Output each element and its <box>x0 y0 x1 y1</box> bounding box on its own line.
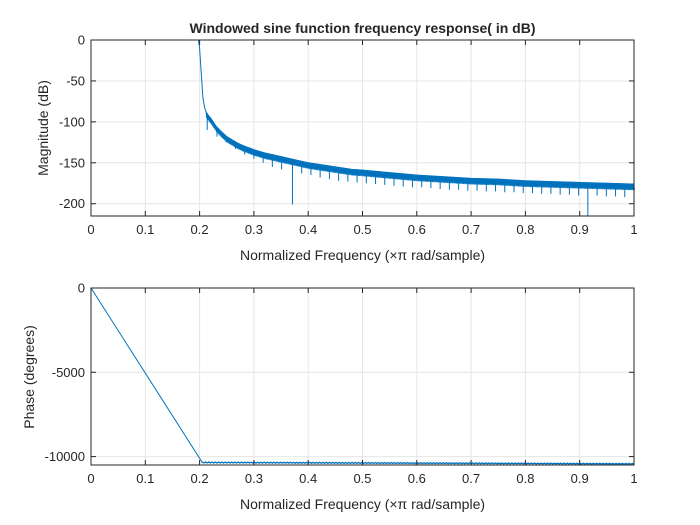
magnitude-y-tick-label: -100 <box>59 114 85 129</box>
magnitude-series <box>91 39 635 216</box>
phase-y-ticks: 0 -5000 -10000 <box>45 281 634 464</box>
magnitude-y-tick-label: 0 <box>78 33 85 48</box>
phase-subplot: 0 0.1 0.2 0.3 0.4 0.5 0.6 0.7 0.8 0.9 1 0 -5000 -100… <box>21 281 638 513</box>
phase-x-tick-label: 0.5 <box>353 471 371 486</box>
magnitude-x-tick-label: 0.3 <box>245 222 263 237</box>
magnitude-x-axis-label: Normalized Frequency (×π rad/sample) <box>240 247 485 263</box>
magnitude-x-tick-label: 0.6 <box>408 222 426 237</box>
phase-x-tick-label: 1 <box>630 471 637 486</box>
magnitude-x-ticks: 0 0.1 0.2 0.3 0.4 0.5 0.6 0.7 0.8 0.9 1 <box>87 40 638 237</box>
phase-ripple-line <box>201 461 635 465</box>
magnitude-x-tick-label: 0.9 <box>571 222 589 237</box>
magnitude-x-tick-label: 0.8 <box>516 222 534 237</box>
phase-y-tick-label: 0 <box>78 281 85 296</box>
phase-x-tick-label: 0.8 <box>516 471 534 486</box>
phase-x-tick-label: 0.7 <box>462 471 480 486</box>
phase-x-tick-label: 0.2 <box>191 471 209 486</box>
magnitude-y-tick-label: -150 <box>59 155 85 170</box>
magnitude-subplot: 0 0.1 0.2 0.3 0.4 0.5 0.6 0.7 0.8 0.9 1 0 -50 -100 -1… <box>35 20 638 263</box>
magnitude-x-tick-label: 0.1 <box>136 222 154 237</box>
phase-y-axis-label: Phase (degrees) <box>21 325 37 429</box>
phase-x-tick-label: 0 <box>87 471 94 486</box>
magnitude-y-ticks: 0 -50 -100 -150 -200 <box>59 33 634 211</box>
phase-x-tick-label: 0.4 <box>299 471 317 486</box>
phase-x-tick-label: 0.9 <box>571 471 589 486</box>
magnitude-y-axis-label: Magnitude (dB) <box>35 80 51 176</box>
phase-grid <box>91 288 634 465</box>
magnitude-y-tick-label: -200 <box>59 196 85 211</box>
magnitude-y-tick-label: -50 <box>66 73 85 88</box>
magnitude-x-tick-label: 0.2 <box>191 222 209 237</box>
magnitude-x-tick-label: 0 <box>87 222 94 237</box>
magnitude-grid <box>91 40 634 216</box>
magnitude-ripple-line <box>205 111 635 191</box>
phase-x-axis-label: Normalized Frequency (×π rad/sample) <box>240 496 485 512</box>
magnitude-chart-title: Windowed sine function frequency respons… <box>189 20 535 36</box>
phase-x-tick-label: 0.6 <box>408 471 426 486</box>
magnitude-x-tick-label: 0.4 <box>299 222 317 237</box>
phase-y-tick-label: -5000 <box>52 365 85 380</box>
phase-y-tick-label: -10000 <box>45 449 85 464</box>
phase-axes-frame <box>90 287 635 466</box>
magnitude-x-tick-label: 1 <box>630 222 637 237</box>
phase-x-tick-label: 0.1 <box>136 471 154 486</box>
magnitude-x-tick-label: 0.5 <box>353 222 371 237</box>
phase-x-tick-label: 0.3 <box>245 471 263 486</box>
phase-series <box>90 287 635 465</box>
magnitude-x-tick-label: 0.7 <box>462 222 480 237</box>
magnitude-axes-frame <box>90 39 635 217</box>
